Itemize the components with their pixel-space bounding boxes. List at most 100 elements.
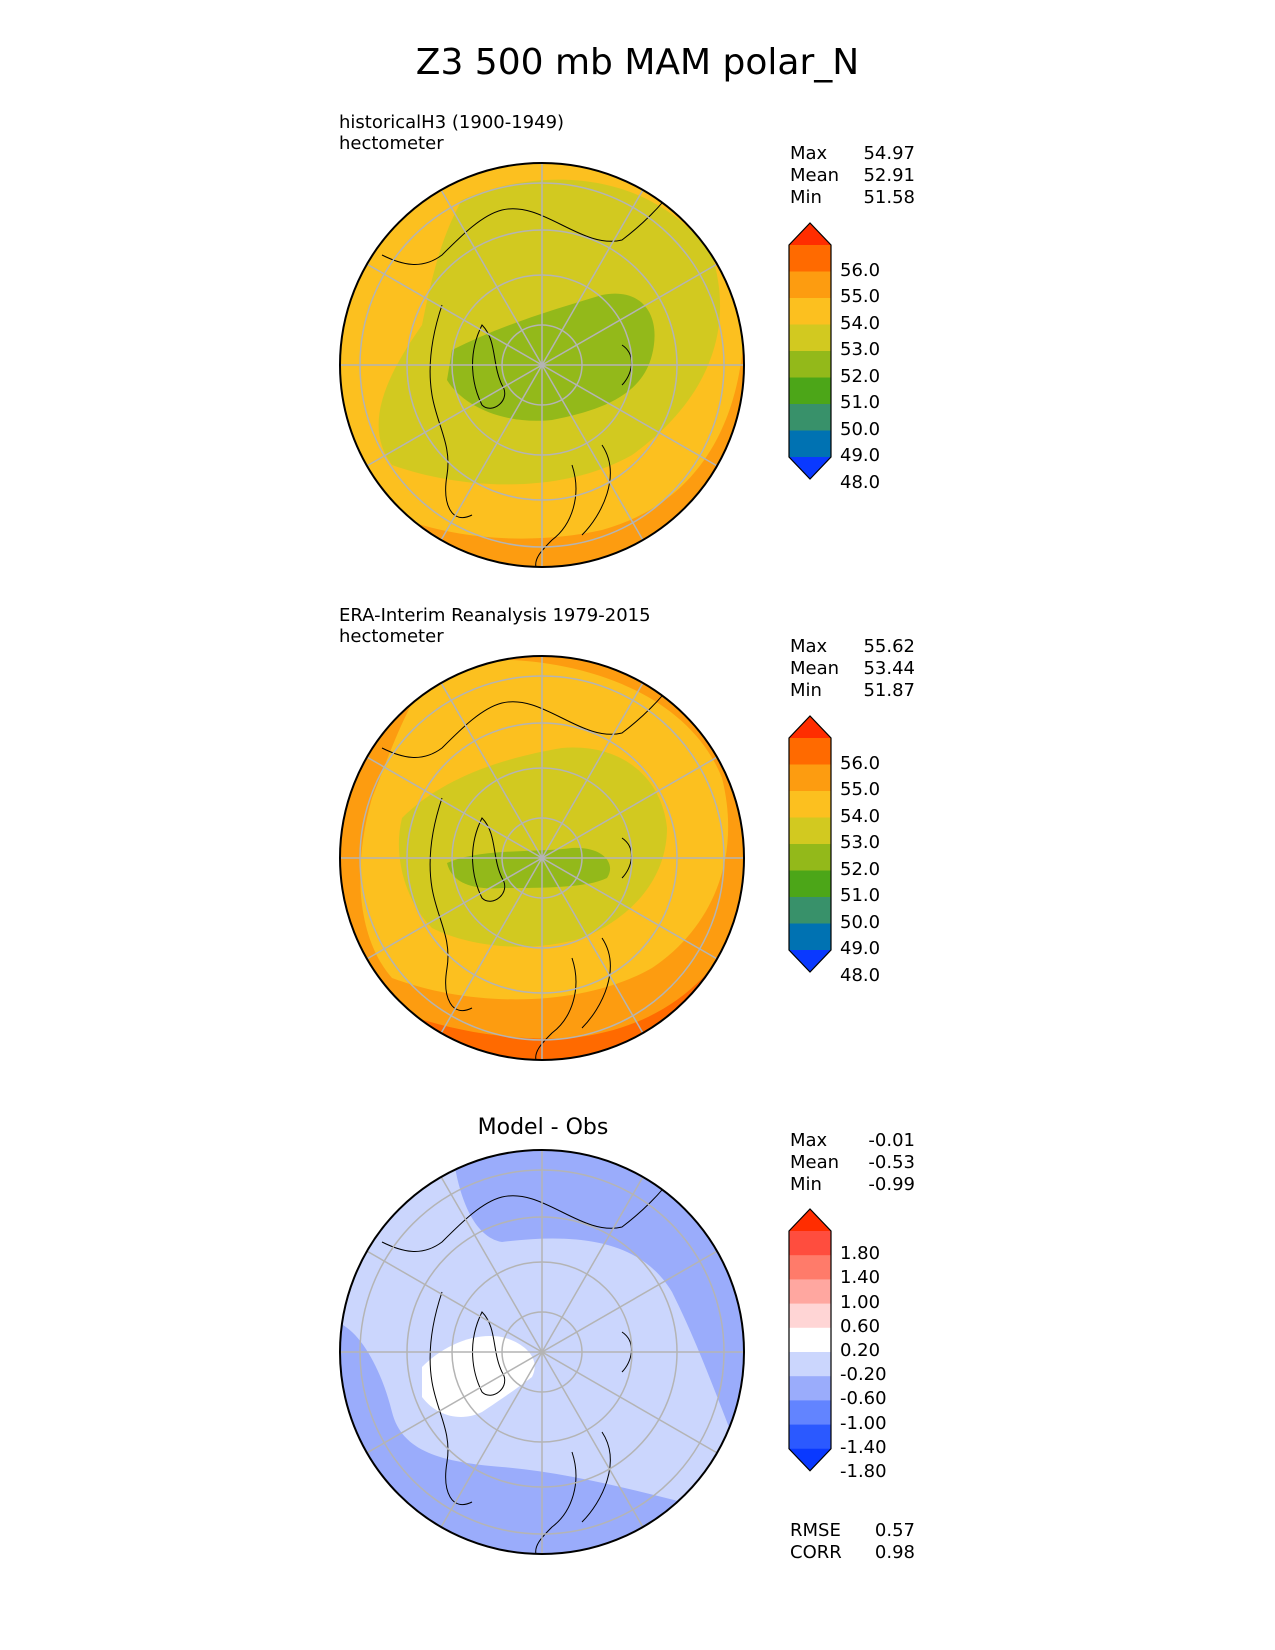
fill-near-zero (422, 1336, 535, 1417)
colorbar-tick-label: 49.0 (840, 938, 881, 959)
colorbar-segment (789, 1279, 831, 1305)
colorbar-tick-label: 50.0 (840, 418, 881, 440)
colorbar-extend-top (789, 1209, 831, 1231)
colorbar-tick-label: 54.0 (840, 805, 881, 827)
map-border (339, 1149, 745, 1555)
colorbar-tick-label: -0.60 (840, 1388, 887, 1410)
coastlines (381, 189, 673, 567)
colorbar-tick-label: 50.0 (840, 911, 881, 933)
colorbar-tick-label: 49.0 (840, 445, 881, 466)
colorbar-tick-label: 1.40 (840, 1267, 881, 1289)
panel-model-units: hectometer (339, 133, 444, 154)
metrics-diff: RMSE 0.57 CORR 0.98 (790, 1520, 915, 1564)
colorbar-segment (789, 764, 831, 792)
colorbar-segment (789, 1376, 831, 1401)
stat-mean-value: 52.91 (863, 165, 915, 186)
colorbar-outline (788, 222, 832, 480)
colorbar-tick-label: 48.0 (840, 471, 881, 493)
stat-min-value: -0.99 (868, 1174, 915, 1195)
stat-min-value: 51.87 (863, 680, 915, 701)
colorbar-tick-label: 55.0 (840, 286, 881, 307)
colorbar-model: 56.0 55.0 54.0 53.0 52.0 51.0 50.0 49.0 48.0 (788, 222, 880, 491)
stat-max-value: 54.97 (863, 143, 915, 164)
colorbar-extend-bottom (789, 1448, 831, 1471)
colorbar-tick-label: -1.40 (840, 1436, 887, 1458)
colorbar-segment (789, 1327, 831, 1353)
colorbar-diff: 1.80 1.40 1.00 0.60 0.20 -0.20 -0.60 -1.00 -1.40… (788, 1208, 887, 1481)
stat-mean-value: 53.44 (863, 658, 915, 679)
map-diff (339, 1149, 745, 1555)
colorbar-segment (789, 430, 831, 458)
stat-min-label: Min (790, 187, 822, 208)
figure-title: Z3 500 mb MAM polar_N (415, 42, 860, 83)
colorbar-tick-label: 1.00 (840, 1291, 881, 1313)
colorbar-tick-label: 55.0 (840, 779, 881, 800)
stats-diff: Max -0.01 Mean -0.53 Min -0.99 (790, 1130, 915, 1196)
colorbar-segment (789, 1255, 831, 1280)
colorbar-segment (789, 897, 831, 924)
stat-max-label: Max (790, 636, 828, 657)
stat-max-value: -0.01 (868, 1130, 915, 1151)
colorbar-segment (789, 870, 831, 898)
colorbar-extend-bottom (789, 950, 831, 972)
colorbar-extend-top (789, 716, 831, 738)
colorbar-tick-label: -1.00 (840, 1412, 887, 1434)
colorbar-segment (789, 298, 831, 325)
stat-min-value: 51.58 (863, 187, 915, 208)
colorbar-segment (789, 817, 831, 845)
graticule (340, 656, 744, 1060)
colorbar-segment (789, 738, 831, 765)
colorbar-tick-label: 54.0 (840, 312, 881, 334)
colorbar-tick-label: 52.0 (840, 365, 881, 387)
colorbar-tick-label: 0.20 (840, 1340, 881, 1361)
panel-model-title: historicalH3 (1900-1949) (339, 112, 565, 133)
stat-max-label: Max (790, 143, 828, 164)
colorbar-segment (789, 404, 831, 431)
colorbar-segment (789, 351, 831, 378)
corr-value: 0.98 (874, 1542, 915, 1563)
colorbar-tick-label: -1.80 (840, 1461, 887, 1482)
colorbar-tick-label: 56.0 (840, 752, 881, 774)
colorbar-tick-label: 56.0 (840, 259, 881, 281)
colorbar-outline (788, 1208, 832, 1472)
colorbar-segment (789, 1230, 831, 1256)
stats-model: Max 54.97 Mean 52.91 Min 51.58 (790, 143, 915, 209)
rmse-label: RMSE (790, 1520, 841, 1541)
colorbar-tick-label: 53.0 (840, 832, 881, 853)
colorbar-segment (789, 1400, 831, 1426)
colorbar-segment (789, 1351, 831, 1377)
colorbar-segment (789, 377, 831, 405)
colorbar-segment (789, 1303, 831, 1329)
colorbar-obs: 56.0 55.0 54.0 53.0 52.0 51.0 50.0 49.0 48.0 (788, 715, 880, 984)
colorbar-tick-label: 51.0 (840, 392, 881, 413)
panel-diff-title: Model - Obs (477, 1115, 609, 1140)
corr-label: CORR (790, 1542, 842, 1563)
colorbar-tick-label: 53.0 (840, 339, 881, 360)
colorbar-tick-label: -0.20 (840, 1364, 887, 1386)
stat-mean-label: Mean (790, 1152, 840, 1173)
map-border (339, 162, 745, 568)
colorbar-tick-label: 48.0 (840, 964, 881, 986)
map-border (339, 655, 745, 1061)
panel-obs-title: ERA-Interim Reanalysis 1979-2015 (339, 605, 651, 626)
colorbar-tick-label: 1.80 (840, 1243, 881, 1265)
colorbar-extend-top (789, 223, 831, 245)
map-obs (339, 655, 745, 1061)
stat-max-value: 55.62 (863, 636, 915, 657)
colorbar-extend-bottom (789, 457, 831, 479)
stat-min-label: Min (790, 680, 822, 701)
colorbar-segment (789, 791, 831, 818)
graticule (340, 163, 744, 567)
colorbar-segment (789, 245, 831, 272)
rmse-value: 0.57 (874, 1520, 915, 1541)
colorbar-segment (789, 844, 831, 871)
stat-mean-label: Mean (790, 165, 840, 186)
colorbar-segment (789, 324, 831, 352)
fill-neg06-north (452, 1150, 744, 1472)
colorbar-outline (788, 715, 832, 973)
stat-mean-label: Mean (790, 658, 840, 679)
fill-53 (398, 747, 668, 947)
stat-mean-value: -0.53 (868, 1152, 915, 1173)
colorbar-tick-label: 0.60 (840, 1315, 881, 1337)
graticule (340, 1150, 744, 1554)
